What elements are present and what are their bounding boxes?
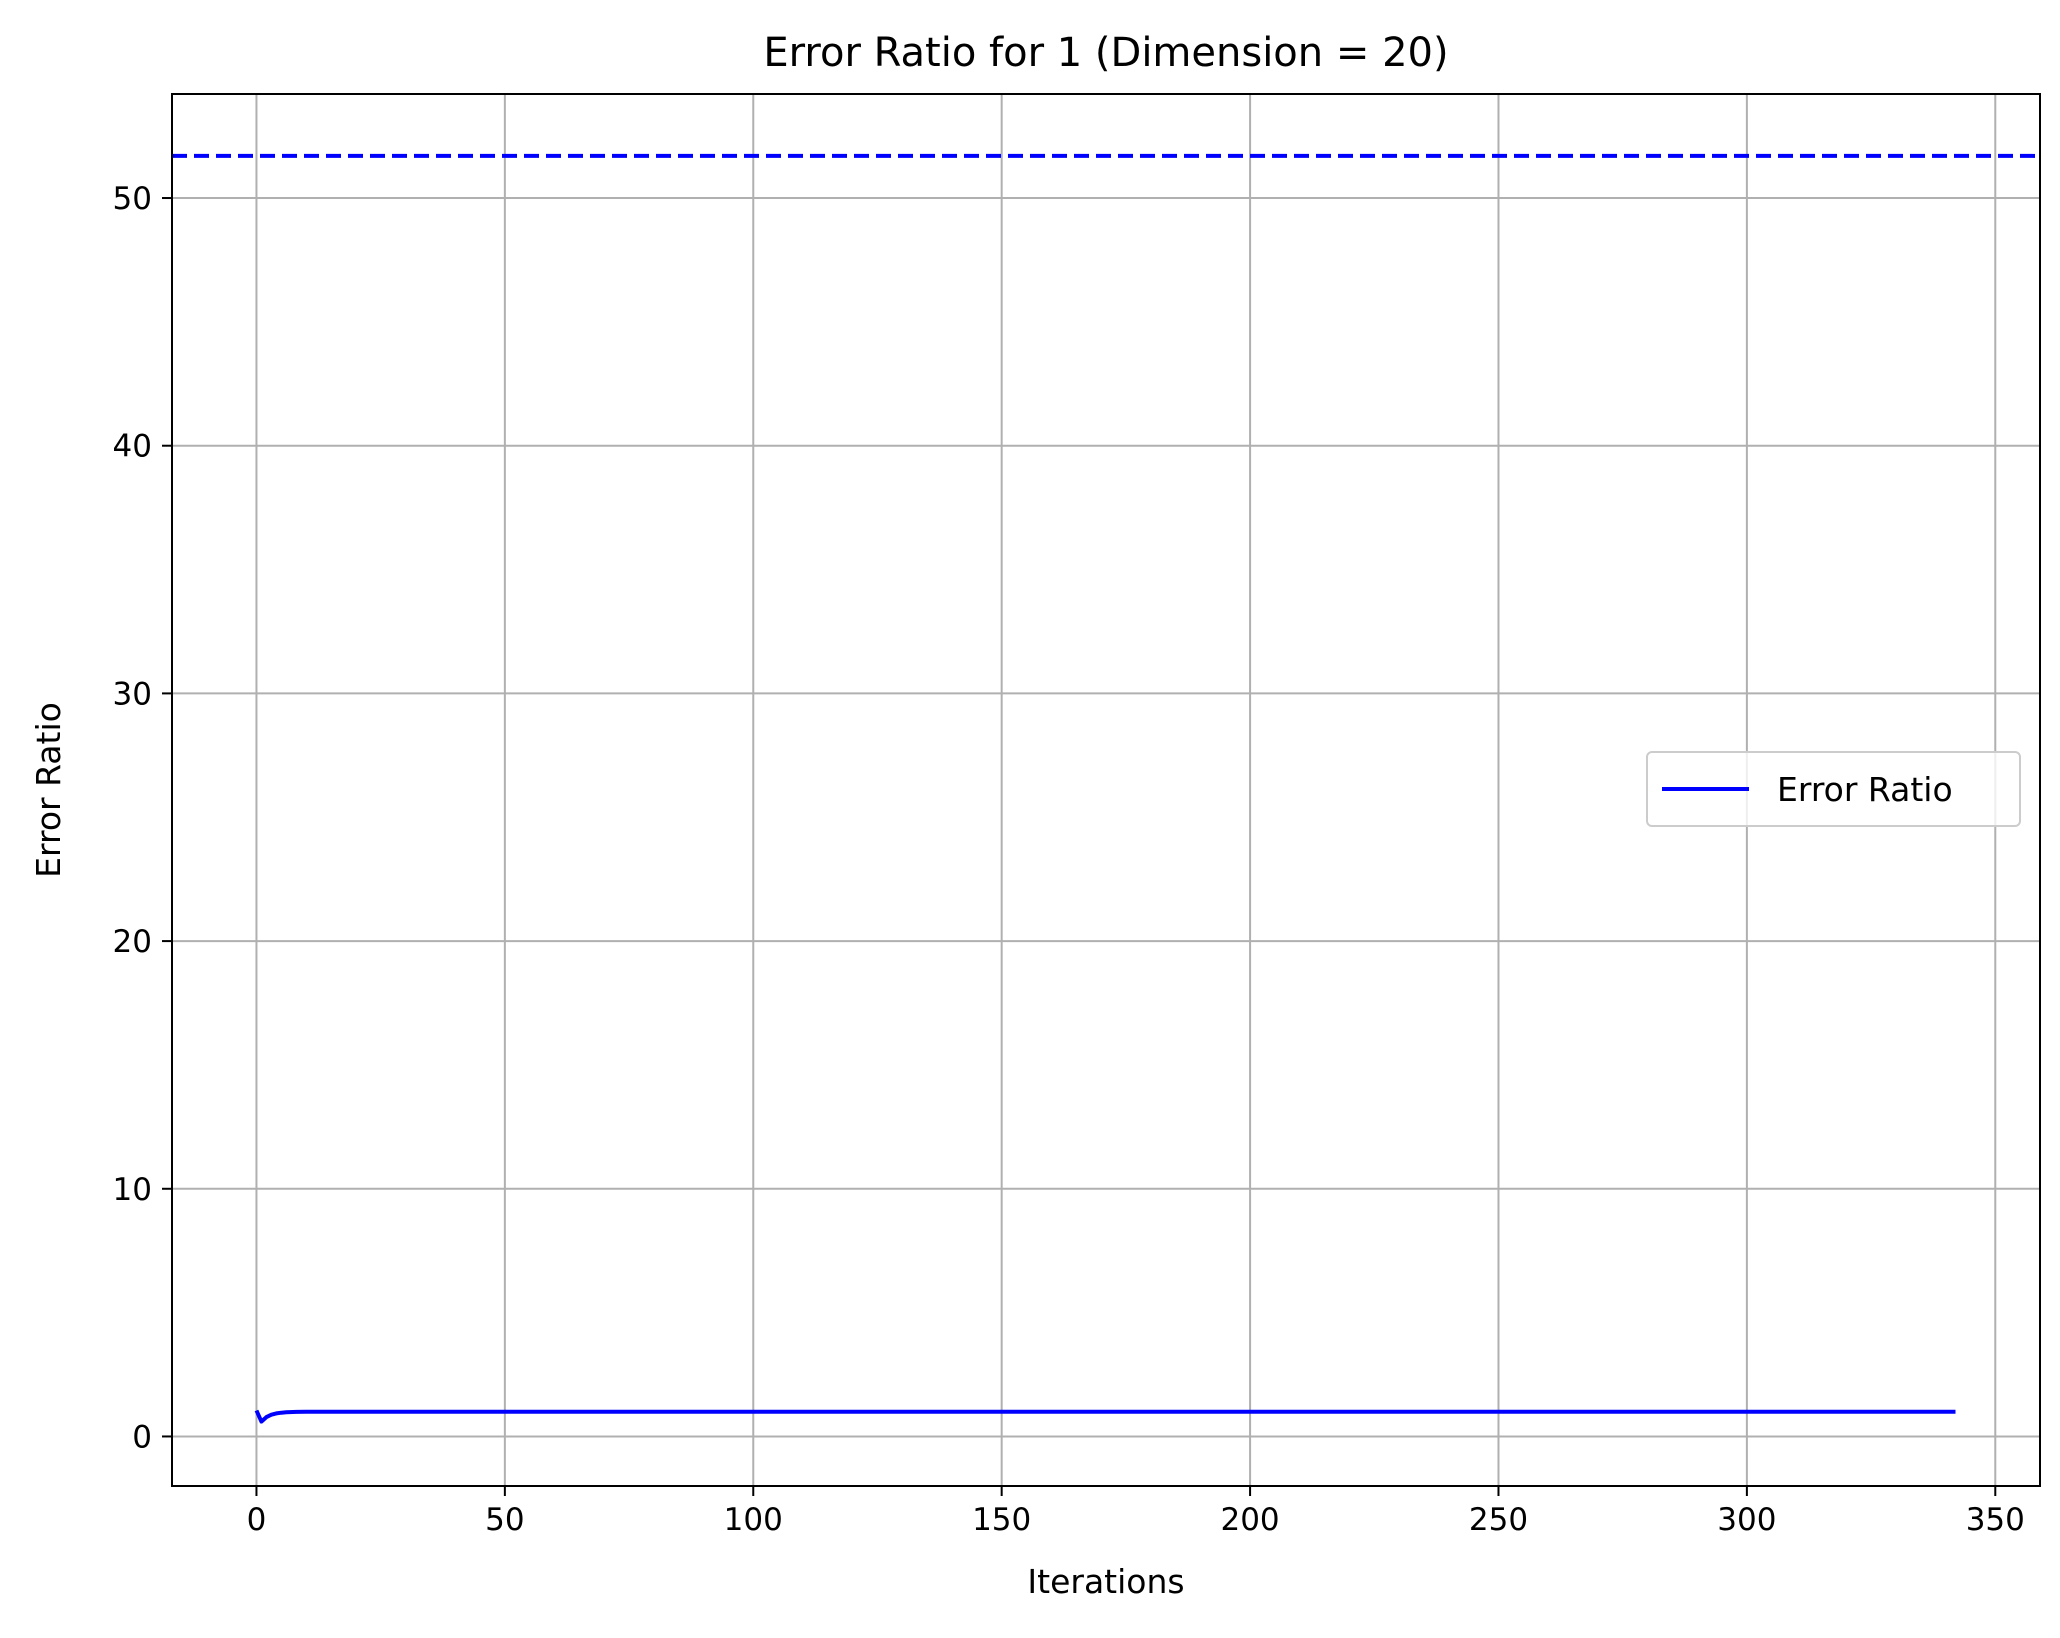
y-tick-label: 10 [113, 1172, 152, 1208]
x-axis-label: Iterations [1027, 1562, 1184, 1601]
y-axis-ticks: 0 10 20 30 40 50 [113, 181, 172, 1455]
x-tick-label: 200 [1220, 1502, 1279, 1538]
x-tick-label: 150 [972, 1502, 1031, 1538]
y-tick-label: 40 [113, 429, 152, 465]
legend-label-error-ratio: Error Ratio [1777, 770, 1953, 809]
x-axis-ticks: 0 50 100 150 200 250 300 350 [247, 1486, 2025, 1538]
y-tick-label: 0 [132, 1419, 152, 1455]
y-tick-label: 20 [113, 924, 152, 960]
plot-frame [171, 93, 2041, 1487]
series-lines [254, 1409, 1956, 1424]
x-tick-label: 350 [1966, 1502, 2025, 1538]
y-tick-label: 50 [113, 181, 152, 217]
x-tick-label: 0 [247, 1502, 267, 1538]
y-tick-label: 30 [113, 676, 152, 712]
x-tick-label: 250 [1469, 1502, 1528, 1538]
legend-box [1646, 751, 2021, 827]
series-line-error-ratio [254, 1409, 1956, 1424]
x-tick-label: 300 [1717, 1502, 1776, 1538]
y-axis-label: Error Ratio [29, 702, 68, 878]
chart-title: Error Ratio for 1 (Dimension = 20) [763, 30, 1448, 76]
legend: Error Ratio [1646, 751, 2021, 827]
x-tick-label: 100 [724, 1502, 783, 1538]
x-tick-label: 50 [485, 1502, 524, 1538]
